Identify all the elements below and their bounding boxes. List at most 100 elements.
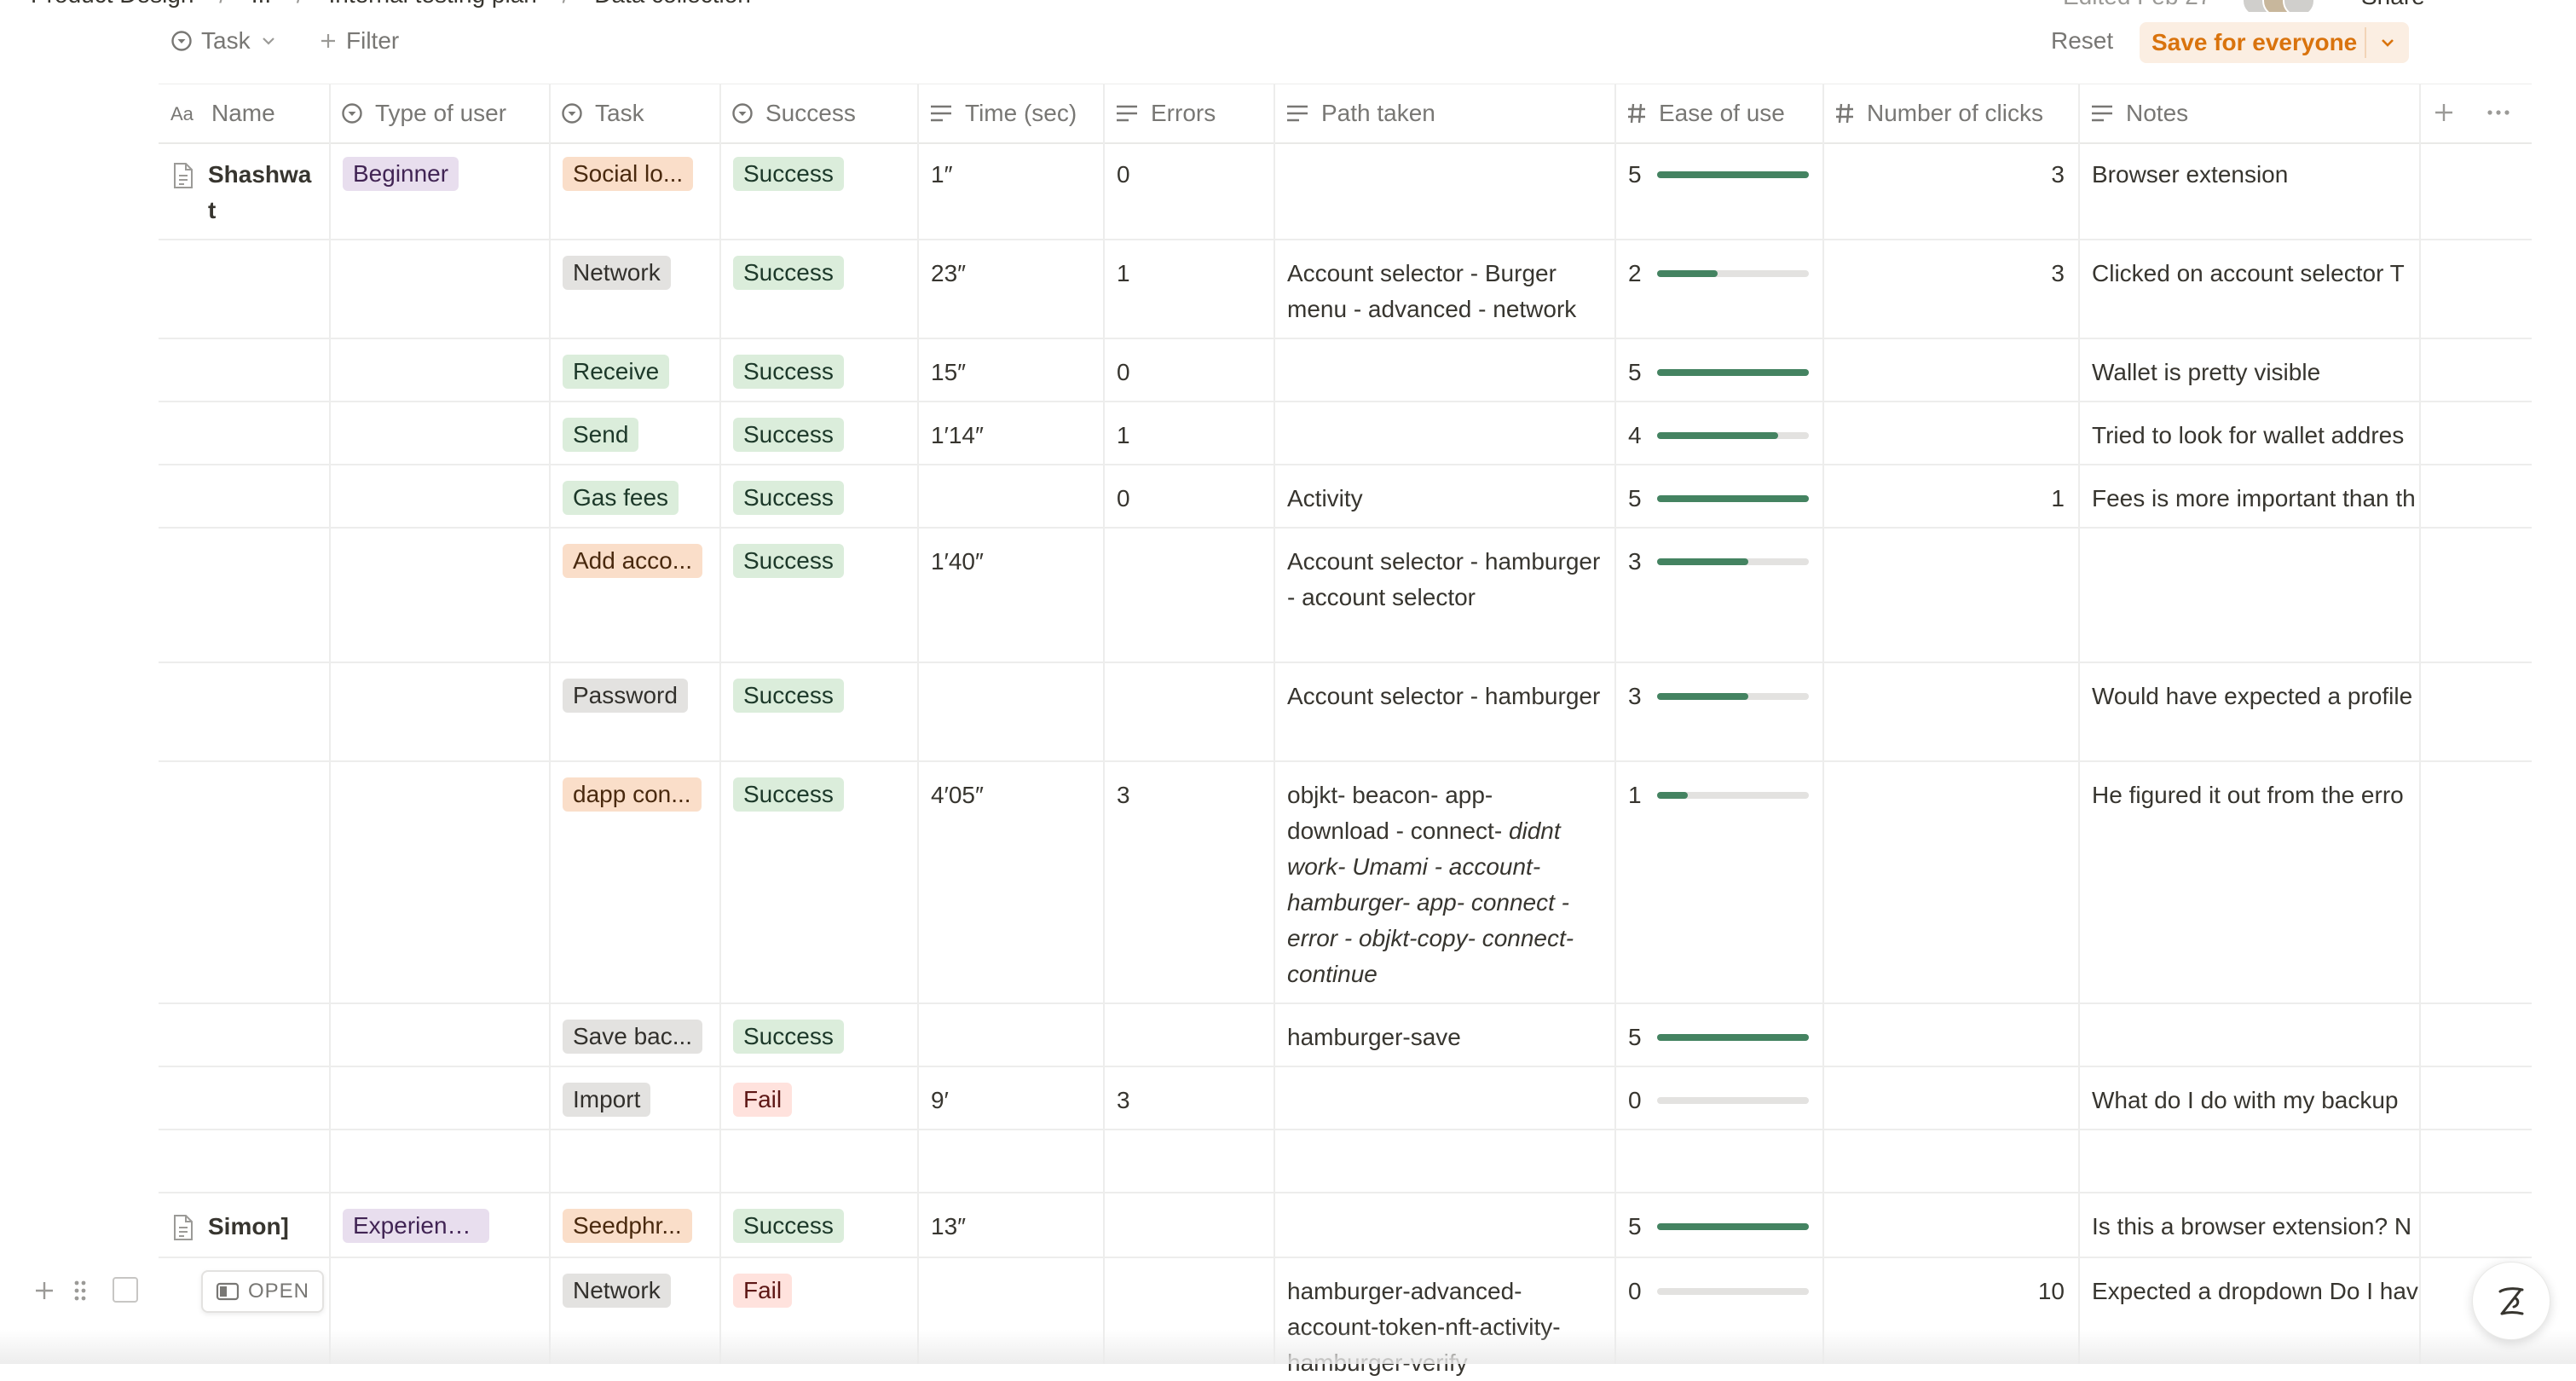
more-options-icon[interactable] — [2486, 101, 2511, 124]
notes-cell[interactable]: He figured it out from the erro — [2092, 782, 2404, 808]
notes-cell[interactable]: What do I do with my backup — [2092, 1087, 2399, 1113]
success-tag[interactable]: Success — [733, 256, 844, 290]
time-cell[interactable]: 1′14″ — [931, 422, 984, 448]
ease-cell[interactable]: 5 — [1614, 465, 1822, 517]
success-tag[interactable]: Success — [733, 777, 844, 812]
column-header-notes[interactable]: Notes — [2078, 84, 2419, 142]
column-header-errors[interactable]: Errors — [1103, 84, 1274, 142]
breadcrumb-item[interactable]: Data collection — [594, 0, 751, 8]
task-tag[interactable]: Add acco... — [563, 544, 703, 578]
task-tag[interactable]: dapp con... — [563, 777, 702, 812]
success-tag[interactable]: Success — [733, 1020, 844, 1054]
table-row[interactable]: Simon] Experienced Seedphr... Success 13… — [159, 1193, 2532, 1258]
errors-cell[interactable]: 0 — [1117, 485, 1130, 511]
errors-cell[interactable]: 3 — [1117, 1087, 1130, 1113]
success-tag[interactable]: Success — [733, 157, 844, 191]
notes-cell[interactable]: Would have expected a profile — [2092, 683, 2413, 709]
ease-cell[interactable]: 5 — [1614, 1004, 1822, 1055]
task-tag[interactable]: Network — [563, 256, 671, 290]
table-row[interactable]: Send Success 1′14″ 1 4 Tried to look for… — [159, 402, 2532, 465]
ease-cell[interactable]: 3 — [1614, 529, 1822, 580]
errors-cell[interactable]: 0 — [1117, 161, 1130, 188]
breadcrumb-item[interactable]: ... — [251, 0, 271, 8]
task-tag[interactable]: Social lo... — [563, 157, 694, 191]
notes-cell[interactable]: Is this a browser extension? N — [2092, 1213, 2412, 1239]
column-header-time[interactable]: Time (sec) — [917, 84, 1103, 142]
table-row[interactable]: Shashwat Beginner Social lo... Success 1… — [159, 142, 2532, 240]
time-cell[interactable]: 23″ — [931, 260, 967, 286]
ease-cell[interactable]: 4 — [1614, 402, 1822, 454]
success-tag[interactable]: Success — [733, 679, 844, 713]
breadcrumb-item[interactable]: Internal testing plan — [328, 0, 536, 8]
notes-cell[interactable]: Wallet is pretty visible — [2092, 359, 2321, 385]
ease-cell[interactable]: 2 — [1614, 240, 1822, 292]
task-tag[interactable]: Network — [563, 1274, 671, 1308]
success-tag[interactable]: Success — [733, 481, 844, 515]
avatar-group[interactable] — [2242, 0, 2327, 12]
task-tag[interactable]: Password — [563, 679, 688, 713]
clicks-cell[interactable]: 3 — [2051, 161, 2065, 188]
time-cell[interactable]: 1″ — [931, 161, 953, 188]
add-row-icon[interactable] — [32, 1279, 56, 1303]
save-for-everyone-button[interactable]: Save for everyone — [2140, 22, 2409, 63]
table-row[interactable]: Save bac... Success hamburger-save 5 — [159, 1004, 2532, 1067]
column-header-path-taken[interactable]: Path taken — [1274, 84, 1614, 142]
time-cell[interactable]: 9′ — [931, 1087, 949, 1113]
task-tag[interactable]: Receive — [563, 355, 670, 389]
task-tag[interactable]: Gas fees — [563, 481, 679, 515]
task-tag[interactable]: Save bac... — [563, 1020, 703, 1054]
column-header-success[interactable]: Success — [719, 84, 917, 142]
table-row[interactable]: Network Success 23″ 1 Account selector -… — [159, 240, 2532, 339]
table-row[interactable]: Import Fail 9′ 3 0 What do I do with my … — [159, 1067, 2532, 1130]
column-header-ease-of-use[interactable]: Ease of use — [1614, 84, 1822, 142]
time-cell[interactable]: 15″ — [931, 359, 967, 385]
success-tag[interactable]: Success — [733, 355, 844, 389]
notes-cell[interactable]: Browser extension — [2092, 161, 2289, 188]
save-options-button[interactable] — [2365, 27, 2409, 58]
errors-cell[interactable]: 1 — [1117, 260, 1130, 286]
table-row[interactable]: Add acco... Success 1′40″ Account select… — [159, 529, 2532, 663]
task-tag[interactable]: Send — [563, 418, 639, 452]
time-cell[interactable]: 13″ — [931, 1213, 967, 1239]
path-cell[interactable] — [1274, 142, 1614, 157]
column-header-name[interactable]: Aa Name — [170, 100, 275, 126]
user-type-tag[interactable]: Beginner — [343, 157, 459, 191]
path-cell[interactable]: Account selector - hamburger - account s… — [1287, 548, 1601, 610]
help-button[interactable] — [2472, 1262, 2550, 1340]
ease-cell[interactable]: 0 — [1614, 1067, 1822, 1118]
time-cell[interactable]: 1′40″ — [931, 548, 984, 575]
column-header-type-of-user[interactable]: Type of user — [329, 84, 549, 142]
errors-cell[interactable]: 1 — [1117, 422, 1130, 448]
path-cell[interactable]: Account selector - hamburger — [1287, 683, 1601, 709]
clicks-cell[interactable]: 1 — [2051, 485, 2065, 511]
open-row-button[interactable]: OPEN — [201, 1270, 324, 1313]
user-type-tag[interactable]: Experienced — [343, 1209, 489, 1243]
success-tag[interactable]: Success — [733, 544, 844, 578]
notes-cell[interactable]: Clicked on account selector T — [2092, 260, 2405, 286]
name-cell[interactable]: Shashwat — [159, 142, 329, 228]
notes-cell[interactable]: Tried to look for wallet addres — [2092, 422, 2405, 448]
errors-cell[interactable]: 0 — [1117, 359, 1130, 385]
column-header-task[interactable]: Task — [549, 84, 719, 142]
reset-button[interactable]: Reset — [2051, 27, 2114, 54]
table-row-empty[interactable] — [159, 1130, 2532, 1193]
time-cell[interactable]: 4′05″ — [931, 782, 984, 808]
notes-cell[interactable]: Fees is more important than th — [2092, 485, 2416, 511]
row-select-checkbox[interactable] — [113, 1277, 138, 1303]
table-row[interactable]: dapp con... Success 4′05″ 3 objkt- beaco… — [159, 762, 2532, 1004]
path-cell[interactable]: hamburger-save — [1287, 1024, 1461, 1050]
clicks-cell[interactable]: 3 — [2051, 260, 2065, 286]
path-cell[interactable]: Activity — [1287, 485, 1363, 511]
group-by-task-button[interactable]: Task — [170, 24, 278, 58]
table-row[interactable]: Receive Success 15″ 0 5 Wallet is pretty… — [159, 339, 2532, 402]
errors-cell[interactable]: 3 — [1117, 782, 1130, 808]
column-header-number-of-clicks[interactable]: Number of clicks — [1822, 84, 2078, 142]
ease-cell[interactable]: 1 — [1614, 762, 1822, 813]
success-tag[interactable]: Fail — [733, 1274, 793, 1308]
path-cell[interactable]: objkt- beacon- app- download - connect- … — [1287, 782, 1574, 987]
breadcrumb-item[interactable]: Product Design — [31, 0, 193, 8]
share-button[interactable]: Share — [2361, 0, 2425, 10]
success-tag[interactable]: Fail — [733, 1083, 793, 1117]
success-tag[interactable]: Success — [733, 418, 844, 452]
ease-cell[interactable]: 0 — [1614, 1258, 1822, 1309]
